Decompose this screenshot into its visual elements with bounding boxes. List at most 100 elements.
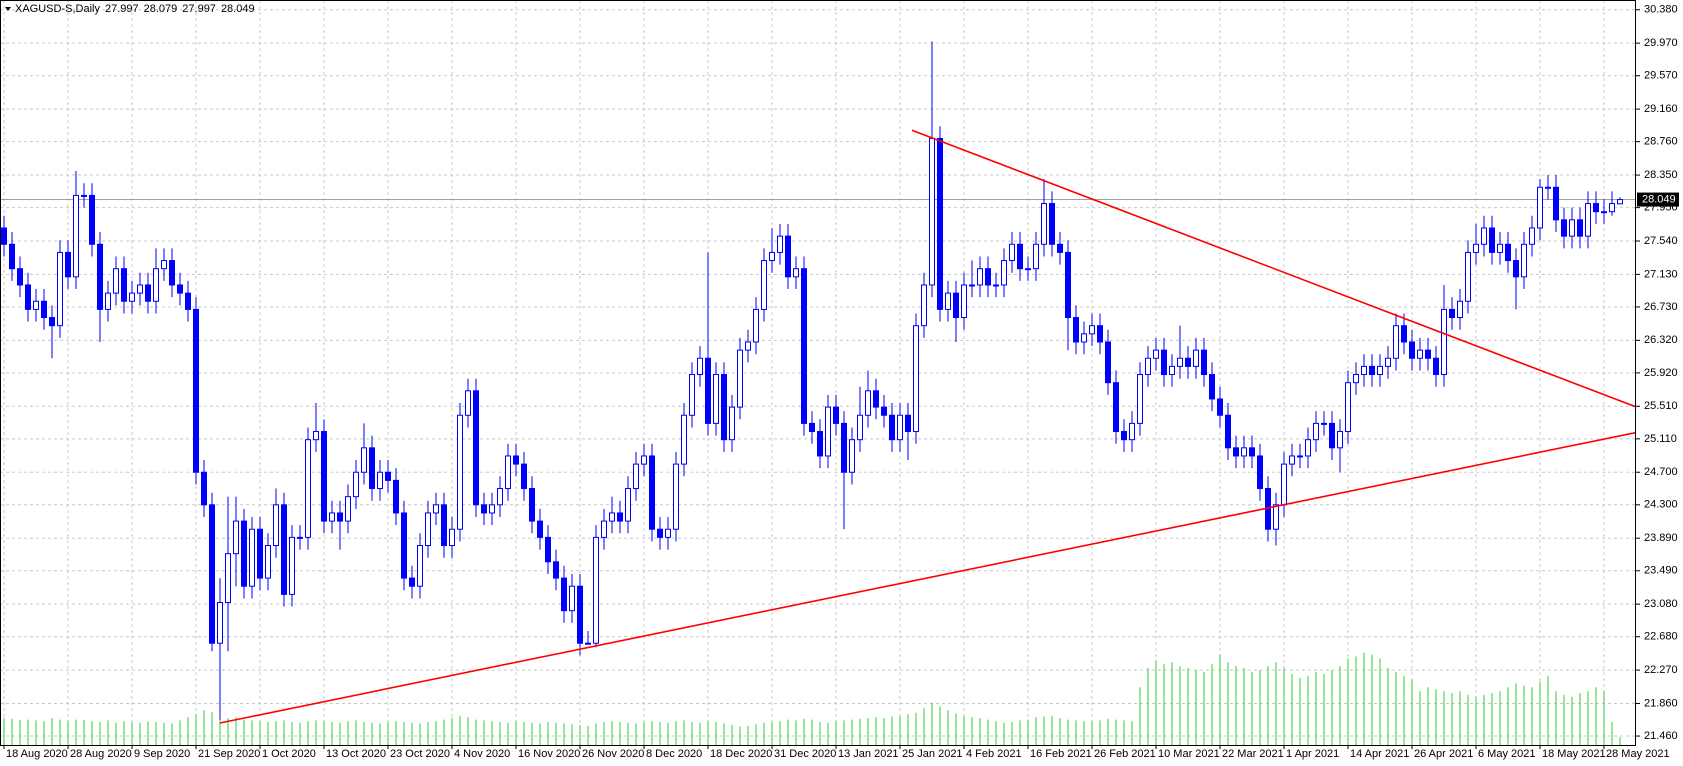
candle-body: [809, 422, 815, 433]
candle-body: [433, 504, 439, 514]
candle-body: [1137, 374, 1143, 424]
candle-body: [1537, 186, 1543, 229]
candle-body: [1049, 203, 1055, 245]
candle-body: [937, 137, 943, 310]
y-tick-label: 27.540: [1644, 235, 1678, 247]
candle-body: [185, 292, 191, 310]
candle-body: [329, 512, 335, 522]
candle-body: [1289, 455, 1295, 465]
candle-body: [257, 528, 263, 579]
candle-body: [961, 284, 967, 319]
candle-body: [457, 414, 463, 530]
candle-body: [473, 390, 479, 506]
candle-body: [401, 512, 407, 579]
candle-body: [137, 284, 143, 294]
y-tick-label: 26.320: [1644, 334, 1678, 346]
x-tick-label: 28 Aug 2020: [70, 748, 132, 760]
x-tick-label: 18 Dec 2020: [710, 748, 772, 760]
x-tick-label: 23 Oct 2020: [390, 748, 450, 760]
candle-body: [929, 137, 935, 286]
candle-body: [1249, 447, 1255, 457]
last-price-label: 28.049: [1642, 193, 1676, 205]
candle-body: [1577, 219, 1583, 237]
candle-body: [993, 284, 999, 287]
candle-body: [89, 194, 95, 245]
candle-body: [657, 528, 663, 538]
candle-body: [409, 577, 415, 587]
candle-body: [97, 243, 103, 310]
candle-body: [177, 284, 183, 294]
candle-body: [1177, 357, 1183, 367]
candle-body: [1001, 260, 1007, 286]
candle-body: [673, 463, 679, 530]
y-tick-label: 22.270: [1644, 664, 1678, 676]
candle-body: [1369, 365, 1375, 376]
candle-body: [1609, 203, 1615, 213]
candle-body: [713, 374, 719, 424]
candle-body: [1201, 349, 1207, 376]
candle-body: [273, 504, 279, 547]
candle-body: [201, 471, 207, 506]
candle-body: [889, 414, 895, 441]
candle-body: [985, 268, 991, 286]
candle-body: [49, 317, 55, 327]
candle-body: [1473, 243, 1479, 253]
candle-body: [521, 463, 527, 490]
y-tick-label: 28.350: [1644, 169, 1678, 181]
candle-body: [1025, 268, 1031, 271]
x-tick-label: 4 Nov 2020: [454, 748, 510, 760]
candle-body: [1337, 431, 1343, 449]
candle-body: [529, 488, 535, 522]
candle-body: [1617, 199, 1623, 205]
candle-body: [497, 488, 503, 506]
candle-body: [897, 414, 903, 441]
y-tick-label: 25.110: [1644, 433, 1677, 445]
x-tick-label: 14 Apr 2021: [1350, 748, 1409, 760]
candle-body: [969, 284, 975, 287]
candle-body: [1513, 260, 1519, 278]
candle-body: [353, 471, 359, 498]
trend-line: [911, 129, 1636, 408]
candle-body: [729, 406, 735, 441]
candle-body: [1041, 203, 1047, 245]
y-tick-label: 26.730: [1644, 301, 1678, 313]
candle-body: [1521, 243, 1527, 278]
candle-body: [209, 504, 215, 644]
candle-body: [441, 504, 447, 547]
candle-body: [1129, 422, 1135, 441]
candle-body: [505, 455, 511, 490]
candle-body: [1377, 365, 1383, 376]
candle-body: [1161, 349, 1167, 376]
candle-body: [593, 536, 599, 644]
candle-body: [1329, 422, 1335, 449]
candle-body: [1553, 186, 1559, 221]
x-tick-label: 4 Feb 2021: [966, 748, 1022, 760]
candle-body: [641, 455, 647, 465]
candle-body: [1281, 463, 1287, 506]
header-value: 27.997: [182, 3, 216, 15]
candle-body: [1353, 374, 1359, 384]
y-tick-label: 25.510: [1644, 400, 1678, 412]
candle-body: [745, 341, 751, 351]
last-price-box: [1637, 192, 1679, 207]
candle-body: [1433, 357, 1439, 376]
candle-body: [545, 536, 551, 563]
candle-body: [417, 545, 423, 587]
candle-body: [617, 512, 623, 522]
candle-body: [625, 488, 631, 522]
candle-body: [1417, 349, 1423, 359]
candle-body: [1569, 219, 1575, 237]
candle-body: [1585, 203, 1591, 237]
candle-body: [1217, 398, 1223, 416]
candle-body: [945, 292, 951, 310]
candle-body: [793, 268, 799, 278]
candle-body: [1017, 243, 1023, 270]
x-tick-label: 1 Apr 2021: [1286, 748, 1339, 760]
candle-body: [345, 496, 351, 522]
header-value: 27.997: [105, 3, 139, 15]
candle-body: [385, 471, 391, 481]
candle-body: [1121, 431, 1127, 441]
